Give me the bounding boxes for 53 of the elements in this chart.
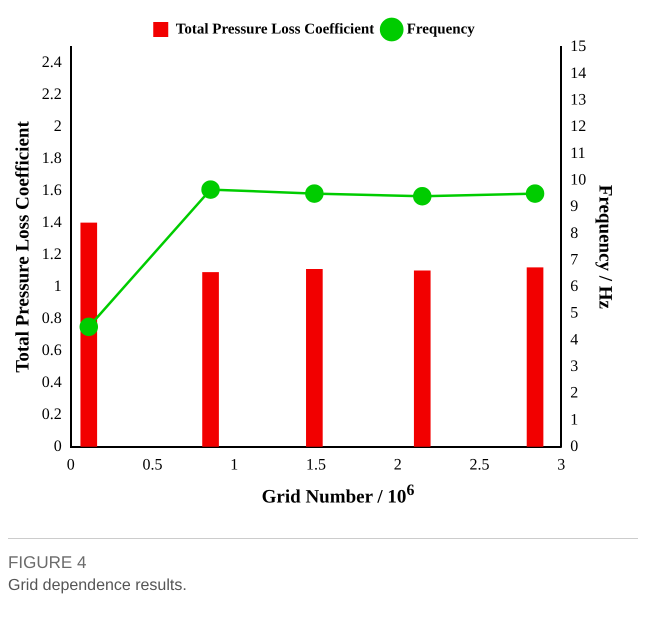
legend-label: Total Pressure Loss Coefficient xyxy=(176,21,374,38)
y-tick-label: 0 xyxy=(54,438,62,456)
x-tick-label: 1 xyxy=(230,456,238,474)
y-tick-label: 0.4 xyxy=(42,374,62,392)
x-tick-label: 1.5 xyxy=(306,456,326,474)
y2-tick-label: 13 xyxy=(570,92,586,109)
y-tick-label: 0.6 xyxy=(42,342,62,360)
x-tick-label: 2.5 xyxy=(469,456,490,474)
y-tick-label: 0.8 xyxy=(42,310,62,328)
y2-tick-label: 5 xyxy=(570,304,578,322)
x-tick-label: 3 xyxy=(557,456,566,474)
y-tick-label: 2.4 xyxy=(42,54,62,72)
y2-tick-label: 1 xyxy=(570,411,578,428)
y-tick-label: 1.4 xyxy=(42,214,62,232)
point xyxy=(413,187,432,206)
bar xyxy=(414,270,431,447)
y2-tick-label: 2 xyxy=(570,384,578,402)
y-tick-label: 1.2 xyxy=(42,246,62,264)
y2-tick-label: 11 xyxy=(570,144,586,162)
y2-tick-label: 7 xyxy=(570,251,578,268)
y-tick-label: 0.2 xyxy=(42,406,62,424)
y2-tick-label: 0 xyxy=(570,438,578,456)
x-tick-label: 0 xyxy=(66,456,75,474)
y2-tick-label: 9 xyxy=(570,198,578,216)
y-tick-label: 1.6 xyxy=(42,182,62,200)
legend-label: Frequency xyxy=(406,21,476,38)
y2-axis-title: Frequency / Hz xyxy=(594,184,616,310)
point xyxy=(526,184,544,203)
bar xyxy=(526,267,544,447)
y2-tick-label: 15 xyxy=(570,38,586,56)
y-axis-title: Total Pressure Loss Coefficient xyxy=(12,120,34,373)
x-tick-label: 2 xyxy=(394,456,402,474)
caption: FIGURE 4 xyxy=(8,553,88,574)
y-tick-label: 1.8 xyxy=(42,150,62,168)
bar xyxy=(80,222,98,447)
y2-tick-label: 10 xyxy=(570,171,586,188)
y-tick-label: 2.2 xyxy=(42,86,62,104)
y2-tick-label: 12 xyxy=(570,118,586,136)
y2-tick-label: 6 xyxy=(570,278,578,296)
bar xyxy=(306,268,323,447)
point xyxy=(201,180,220,199)
y2-tick-label: 8 xyxy=(570,224,578,242)
y-tick-label: 1 xyxy=(54,278,62,296)
x-tick-label: 0.5 xyxy=(142,456,163,474)
x-axis-title: Grid Number / 10$^{6}$ xyxy=(260,482,416,508)
point xyxy=(80,318,98,336)
y2-tick-label: 14 xyxy=(570,64,586,82)
y-tick-label: 2 xyxy=(54,118,62,136)
bar xyxy=(202,272,219,447)
y2-tick-label: 4 xyxy=(570,331,578,348)
y2-tick-label: 3 xyxy=(570,358,578,376)
point xyxy=(305,184,324,203)
text: Grid dependence results. xyxy=(8,577,188,596)
